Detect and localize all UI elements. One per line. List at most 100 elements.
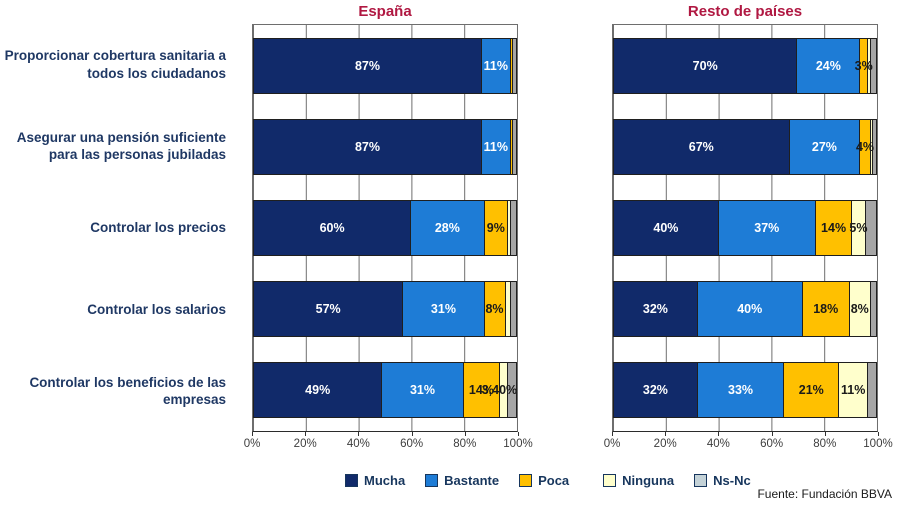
value-label: 24% (815, 58, 841, 73)
bar-row: 57% 31% 8% (253, 269, 517, 350)
legend-swatch (425, 474, 439, 487)
axis-tick-label: 60% (760, 438, 784, 450)
bar-row: 32% 33% 21% 11% (613, 350, 877, 431)
segment-ninguna: 5% (849, 201, 867, 255)
segment-bastante: 11% (481, 38, 511, 93)
segment-mucha: 67% (614, 119, 790, 174)
value-label: 33% (728, 383, 754, 398)
segment-ninguna (868, 38, 871, 93)
segment-ns-nc (510, 201, 516, 255)
segment-poca: 4% (856, 119, 874, 174)
axis-tick-mark (518, 432, 519, 436)
legend-label: Mucha (364, 473, 406, 488)
category-label: Proporcionar cobertura sanitaria a todos… (4, 48, 226, 81)
x-axis-resto: 0% 20% 40% 60% 80% 100% (604, 432, 893, 456)
segment-ns-nc (513, 119, 516, 174)
segment-bastante: 28% (411, 201, 485, 255)
segment-poca: 3% (855, 38, 873, 93)
segment-poca: 8% (484, 282, 506, 337)
legend-label: Poca (538, 473, 570, 488)
bar-row: 40% 37% 14% 5% (613, 187, 877, 268)
axis-tick-mark (358, 432, 360, 436)
bar-row: 49% 31% 14% 3,40% (253, 350, 517, 431)
legend-item-bastante: Bastante (425, 473, 499, 488)
axis-tick-label: 80% (813, 438, 837, 450)
bar-rows-resto: 70% 24% 3% 67% 27% 4% 40% 37% 14% 5% 32% 40% 18% 8% 32… (613, 25, 877, 431)
segment-mucha: 32% (614, 363, 698, 418)
legend-label: Ns-Nc (713, 473, 751, 488)
panel-title-resto: Resto de países (687, 3, 803, 20)
legend-swatch (519, 474, 533, 487)
value-label: 9% (486, 221, 505, 235)
segment-poca: 9% (484, 201, 509, 255)
stacked-bar: 32% 33% 21% 11% (613, 362, 877, 419)
value-label: 60% (319, 221, 345, 235)
value-label: 11% (483, 58, 509, 73)
axis-tick-mark (612, 432, 613, 436)
source-note: Fuente: Fundación BBVA (757, 487, 892, 501)
segment-poca: 14% (463, 363, 501, 418)
segment-bastante: 37% (718, 201, 816, 255)
value-label: 87% (354, 139, 380, 154)
legend-swatch (345, 474, 358, 487)
value-label: 70% (692, 58, 718, 73)
segment-bastante: 11% (481, 119, 511, 174)
axis-tick-mark (718, 432, 720, 436)
segment-ninguna (508, 201, 511, 255)
legend: Mucha Bastante Poca Ninguna Ns-Nc (170, 473, 890, 488)
legend-label: Bastante (444, 473, 500, 488)
axis-tick-label: 100% (503, 438, 533, 450)
value-label: 31% (409, 383, 435, 398)
bar-row: 60% 28% 9% (253, 187, 517, 268)
segment-poca (510, 119, 514, 174)
axis-tick-label: 80% (453, 438, 477, 450)
axis-tick-mark (411, 432, 413, 436)
axis-tick-mark (464, 432, 466, 436)
stacked-bar: 40% 37% 14% 5% (613, 200, 877, 256)
category-label: Controlar los beneficios de las empresas (29, 374, 226, 408)
axis-tick-label: 100% (863, 438, 893, 450)
segment-ns-nc (513, 38, 516, 93)
category-label: Controlar los salarios (87, 301, 226, 317)
value-label: 40% (653, 221, 679, 235)
x-axis-espana: 0% 20% 40% 60% 80% 100% (244, 432, 533, 456)
axis-tick-label: 20% (653, 438, 677, 450)
value-label: 14% (468, 383, 494, 398)
segment-mucha: 70% (614, 38, 798, 93)
axis-tick-mark (824, 432, 826, 436)
segment-ninguna (505, 282, 511, 337)
bar-row: 67% 27% 4% (613, 106, 877, 187)
stacked-bar: 49% 31% 14% 3,40% (253, 362, 517, 419)
stacked-bar: 57% 31% 8% (253, 281, 517, 338)
segment-bastante: 40% (697, 282, 803, 337)
legend-label: Ninguna (622, 473, 675, 488)
legend-item-poca: Poca (519, 473, 569, 488)
segment-poca: 21% (784, 363, 840, 418)
segment-ns-nc (868, 363, 876, 418)
value-label: 11% (841, 383, 866, 398)
segment-ns-nc (870, 38, 876, 93)
segment-mucha: 60% (254, 201, 412, 255)
value-label: 49% (305, 383, 331, 398)
legend-item-mucha: Mucha (345, 473, 405, 488)
stacked-bar: 32% 40% 18% 8% (613, 281, 877, 338)
stacked-bar: 67% 27% 4% (613, 118, 877, 175)
legend-item-ns-nc: Ns-Nc (694, 473, 751, 488)
axis-tick-label: 0% (243, 438, 261, 450)
axis-tick-mark (665, 432, 667, 436)
value-label: 37% (754, 221, 780, 235)
segment-ninguna (870, 119, 874, 174)
axis-tick-label: 40% (346, 438, 370, 450)
segment-ninguna: 8% (849, 282, 871, 337)
axis-tick-label: 40% (706, 438, 730, 450)
segment-mucha: 32% (614, 282, 698, 337)
axis-tick-mark (878, 432, 879, 436)
segment-ninguna: 3,40% (482, 363, 517, 418)
axis-tick-mark (771, 432, 773, 436)
segment-ns-nc (508, 363, 516, 418)
bar-rows-espana: 87% 11% 87% 11% 60% 28% 9% 57% 31% 8% 49% 31% 14% 3,4… (253, 25, 517, 431)
segment-bastante: 31% (403, 282, 485, 337)
stacked-bar: 87% 11% (253, 118, 517, 175)
legend-item-ninguna: Ninguna (603, 473, 674, 488)
value-label: 67% (688, 139, 714, 154)
